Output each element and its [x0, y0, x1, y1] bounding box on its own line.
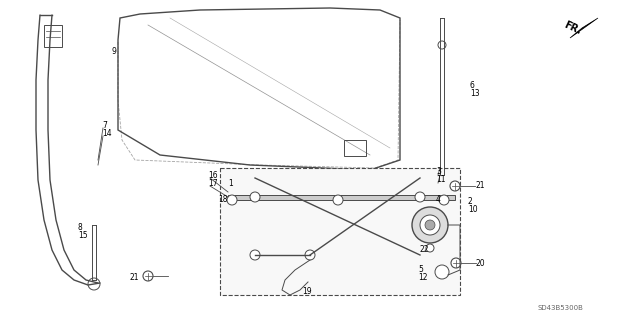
Circle shape	[425, 220, 435, 230]
Circle shape	[333, 195, 343, 205]
Text: 9: 9	[112, 48, 117, 56]
Text: 14: 14	[102, 129, 111, 137]
Text: 11: 11	[436, 175, 445, 184]
Text: 2: 2	[468, 197, 473, 206]
Polygon shape	[220, 168, 460, 295]
Text: FR.: FR.	[562, 20, 582, 36]
Text: 17: 17	[208, 179, 218, 188]
FancyBboxPatch shape	[344, 140, 366, 156]
Circle shape	[439, 195, 449, 205]
Circle shape	[88, 278, 100, 290]
Circle shape	[227, 195, 237, 205]
Text: 13: 13	[470, 88, 479, 98]
Text: 10: 10	[468, 205, 477, 214]
Text: 15: 15	[78, 232, 88, 241]
Text: 12: 12	[418, 273, 428, 283]
Circle shape	[250, 192, 260, 202]
Text: 16: 16	[208, 170, 218, 180]
Circle shape	[305, 250, 315, 260]
Text: 3: 3	[436, 167, 441, 176]
Text: 19: 19	[302, 287, 312, 296]
Text: 22: 22	[420, 246, 429, 255]
Text: 21: 21	[130, 272, 140, 281]
Polygon shape	[570, 18, 598, 38]
Circle shape	[451, 258, 461, 268]
Text: 7: 7	[102, 121, 107, 130]
Text: 8: 8	[78, 224, 83, 233]
Circle shape	[412, 207, 448, 243]
Circle shape	[426, 244, 434, 252]
Circle shape	[438, 41, 446, 49]
Text: 18: 18	[218, 196, 227, 204]
Circle shape	[415, 192, 425, 202]
Text: 21: 21	[475, 182, 484, 190]
Text: 5: 5	[418, 265, 423, 275]
Circle shape	[435, 265, 449, 279]
Circle shape	[450, 181, 460, 191]
Text: 4: 4	[436, 196, 441, 204]
Text: 1: 1	[228, 179, 233, 188]
Circle shape	[250, 250, 260, 260]
Polygon shape	[228, 195, 455, 200]
Text: 6: 6	[470, 80, 475, 90]
Text: 20: 20	[476, 258, 486, 268]
FancyBboxPatch shape	[44, 25, 62, 47]
Circle shape	[420, 215, 440, 235]
Circle shape	[143, 271, 153, 281]
Text: SD43B5300B: SD43B5300B	[537, 305, 583, 311]
